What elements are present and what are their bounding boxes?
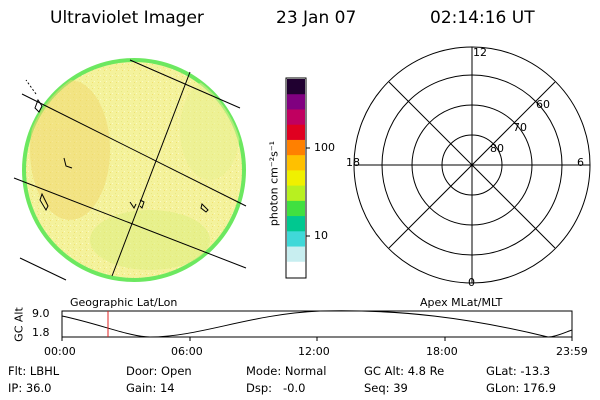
- time-tick-1200: 12:00: [298, 345, 330, 358]
- colorbar-band: [287, 185, 305, 202]
- mlt-label-12: 12: [473, 46, 487, 59]
- colorbar-band: [287, 246, 305, 263]
- status-door: Door: Open: [126, 364, 192, 378]
- status-mode: Mode: Normal: [246, 364, 327, 378]
- status-glon: GLon: 176.9: [486, 381, 556, 395]
- status-filter: Flt: LBHL: [8, 364, 60, 378]
- colorbar-band: [287, 200, 305, 217]
- time-tick-0000: 00:00: [44, 345, 76, 358]
- image-time: 02:14:16 UT: [430, 8, 535, 28]
- colorbar-unit-label: photon cm⁻²s⁻¹: [267, 140, 281, 227]
- time-tick-2359: 23:59: [556, 345, 588, 358]
- mlt-label-6: 6: [577, 156, 584, 169]
- status-gc-alt: GC Alt: 4.8 Re: [364, 364, 445, 378]
- altitude-ytick-min: 1.8: [32, 326, 50, 339]
- mlat-mlt-polar-plot: [353, 46, 591, 284]
- status-gain: Gain: 14: [126, 381, 175, 395]
- colorbar-band: [287, 155, 305, 171]
- altitude-axis-label: GC Alt: [12, 307, 26, 342]
- lat-label-60: 60: [536, 98, 550, 111]
- status-seq: Seq: 39: [364, 381, 408, 395]
- altitude-plot: [61, 310, 573, 341]
- altitude-ytick-max: 9.0: [32, 307, 50, 320]
- status-ip: IP: 36.0: [8, 381, 52, 395]
- lat-label-80: 80: [490, 142, 504, 155]
- geographic-grid-label: Geographic Lat/Lon: [70, 296, 178, 309]
- geo-grid-lines: [13, 59, 247, 281]
- colorbar-band: [287, 124, 305, 141]
- earth-disk-image: [13, 58, 247, 282]
- colorbar-tick-10: 10: [314, 229, 328, 242]
- status-glat: GLat: -13.3: [486, 364, 551, 378]
- colorbar-band: [287, 109, 305, 126]
- mlt-label-0: 0: [468, 276, 475, 289]
- colorbar-band: [287, 216, 305, 232]
- colorbar-band: [287, 139, 305, 156]
- time-tick-1800: 18:00: [426, 345, 458, 358]
- intensity-colorbar: [285, 77, 310, 279]
- apex-grid-label: Apex MLat/MLT: [420, 296, 503, 309]
- image-date: 23 Jan 07: [276, 8, 357, 28]
- colorbar-band: [287, 170, 305, 187]
- mlt-label-18: 18: [346, 156, 360, 169]
- colorbar-band: [287, 261, 305, 278]
- colorbar-band: [287, 94, 305, 110]
- colorbar-tick-100: 100: [314, 141, 335, 154]
- time-tick-0600: 06:00: [171, 345, 203, 358]
- lat-label-70: 70: [513, 121, 527, 134]
- coastline-outlines: [34, 98, 209, 213]
- instrument-title: Ultraviolet Imager: [50, 8, 204, 28]
- colorbar-band: [287, 231, 305, 248]
- colorbar-band: [287, 79, 305, 95]
- status-dsp: Dsp: -0.0: [246, 381, 306, 395]
